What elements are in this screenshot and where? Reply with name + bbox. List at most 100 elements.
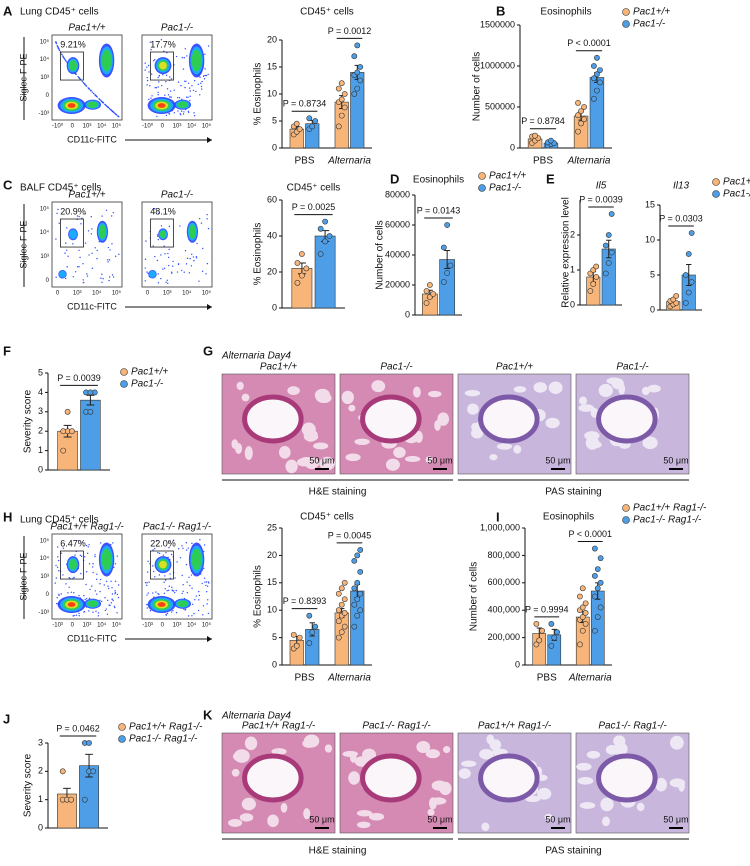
- event: [54, 582, 57, 584]
- y-tick-label: 40: [267, 230, 277, 240]
- y-tick-label: 40000: [385, 249, 410, 259]
- alveolus: [579, 802, 596, 809]
- legend-swatch: [712, 178, 720, 186]
- density: [68, 229, 78, 240]
- data-point: [536, 637, 543, 644]
- legend-swatch: [120, 368, 128, 376]
- event: [84, 83, 86, 86]
- event: [185, 80, 187, 82]
- flow-tick-label: -10³: [38, 111, 49, 117]
- event: [177, 110, 179, 112]
- y-tick-label: 5: [38, 367, 43, 377]
- event: [96, 249, 98, 252]
- event: [85, 571, 88, 573]
- event: [110, 109, 112, 111]
- density: [101, 548, 112, 571]
- y-tick-label: 0: [272, 302, 277, 312]
- arrow-head: [207, 636, 212, 642]
- event: [89, 89, 92, 91]
- event: [106, 613, 109, 615]
- event: [78, 614, 80, 617]
- scale-label: 50 μm: [309, 814, 334, 824]
- event: [83, 610, 86, 613]
- y-tick-label: 5: [272, 115, 277, 125]
- event: [101, 215, 103, 217]
- event: [86, 552, 89, 555]
- alveolus: [236, 381, 244, 391]
- data-point: [351, 557, 358, 564]
- event: [198, 594, 201, 597]
- x-tick-label: Alternaria: [568, 673, 612, 684]
- data-point: [590, 281, 597, 287]
- data-point: [591, 627, 598, 634]
- event: [179, 557, 182, 559]
- p-value: P = 0.0039: [579, 194, 623, 204]
- event: [157, 592, 159, 595]
- event: [146, 84, 148, 86]
- bar: [350, 72, 365, 149]
- gate-percent: 17.7%: [150, 40, 176, 50]
- data-point: [597, 79, 603, 86]
- event: [102, 102, 105, 104]
- event: [179, 112, 181, 115]
- event: [203, 78, 206, 80]
- event: [146, 582, 148, 584]
- event: [187, 547, 189, 549]
- event: [165, 74, 168, 77]
- event: [175, 589, 177, 592]
- event: [206, 603, 208, 605]
- panel-letter: E: [546, 171, 555, 186]
- event: [79, 554, 82, 557]
- event: [114, 255, 117, 257]
- alveolus: [601, 816, 610, 827]
- alveolus: [479, 748, 494, 760]
- event: [206, 213, 208, 216]
- alveolus: [354, 438, 370, 446]
- alveolus: [271, 748, 287, 755]
- y-tick-label: 1,000,000: [480, 522, 520, 532]
- event: [74, 554, 76, 556]
- event: [197, 609, 200, 612]
- alveolus: [324, 744, 333, 753]
- data-point: [322, 218, 328, 225]
- event: [173, 590, 175, 592]
- data-point: [582, 600, 589, 607]
- data-point: [293, 642, 300, 649]
- y-axis-label: Number of cells: [375, 220, 386, 289]
- data-point: [357, 607, 364, 614]
- legend-swatch: [120, 380, 128, 388]
- event: [94, 94, 96, 96]
- density: [87, 600, 98, 607]
- image-title: Pac1-/- Rag1-/-: [362, 721, 431, 732]
- chart-title: Il5: [596, 181, 607, 192]
- event: [91, 267, 94, 270]
- data-point: [593, 274, 600, 280]
- alveolus: [641, 386, 650, 396]
- flow-tick-label: 10⁵: [112, 622, 122, 629]
- alveolus: [241, 393, 250, 402]
- axis-label: CD11c-FITC: [67, 633, 117, 643]
- event: [168, 113, 171, 115]
- event: [173, 112, 176, 114]
- y-tick-label: 0: [570, 299, 575, 309]
- data-point: [338, 112, 345, 119]
- data-point: [685, 289, 692, 296]
- event: [65, 249, 68, 251]
- event: [84, 242, 87, 244]
- alveolus: [303, 808, 311, 820]
- event: [64, 252, 66, 254]
- event: [62, 56, 65, 58]
- alveolus: [618, 383, 626, 395]
- event: [187, 110, 190, 112]
- data-point: [335, 123, 342, 130]
- data-point: [575, 100, 581, 106]
- alveolus: [356, 821, 371, 829]
- event: [175, 55, 178, 58]
- event: [180, 113, 182, 116]
- event: [101, 281, 103, 284]
- event: [60, 593, 63, 595]
- event: [82, 263, 84, 265]
- data-point: [294, 260, 301, 266]
- event: [193, 112, 195, 114]
- event: [181, 574, 183, 577]
